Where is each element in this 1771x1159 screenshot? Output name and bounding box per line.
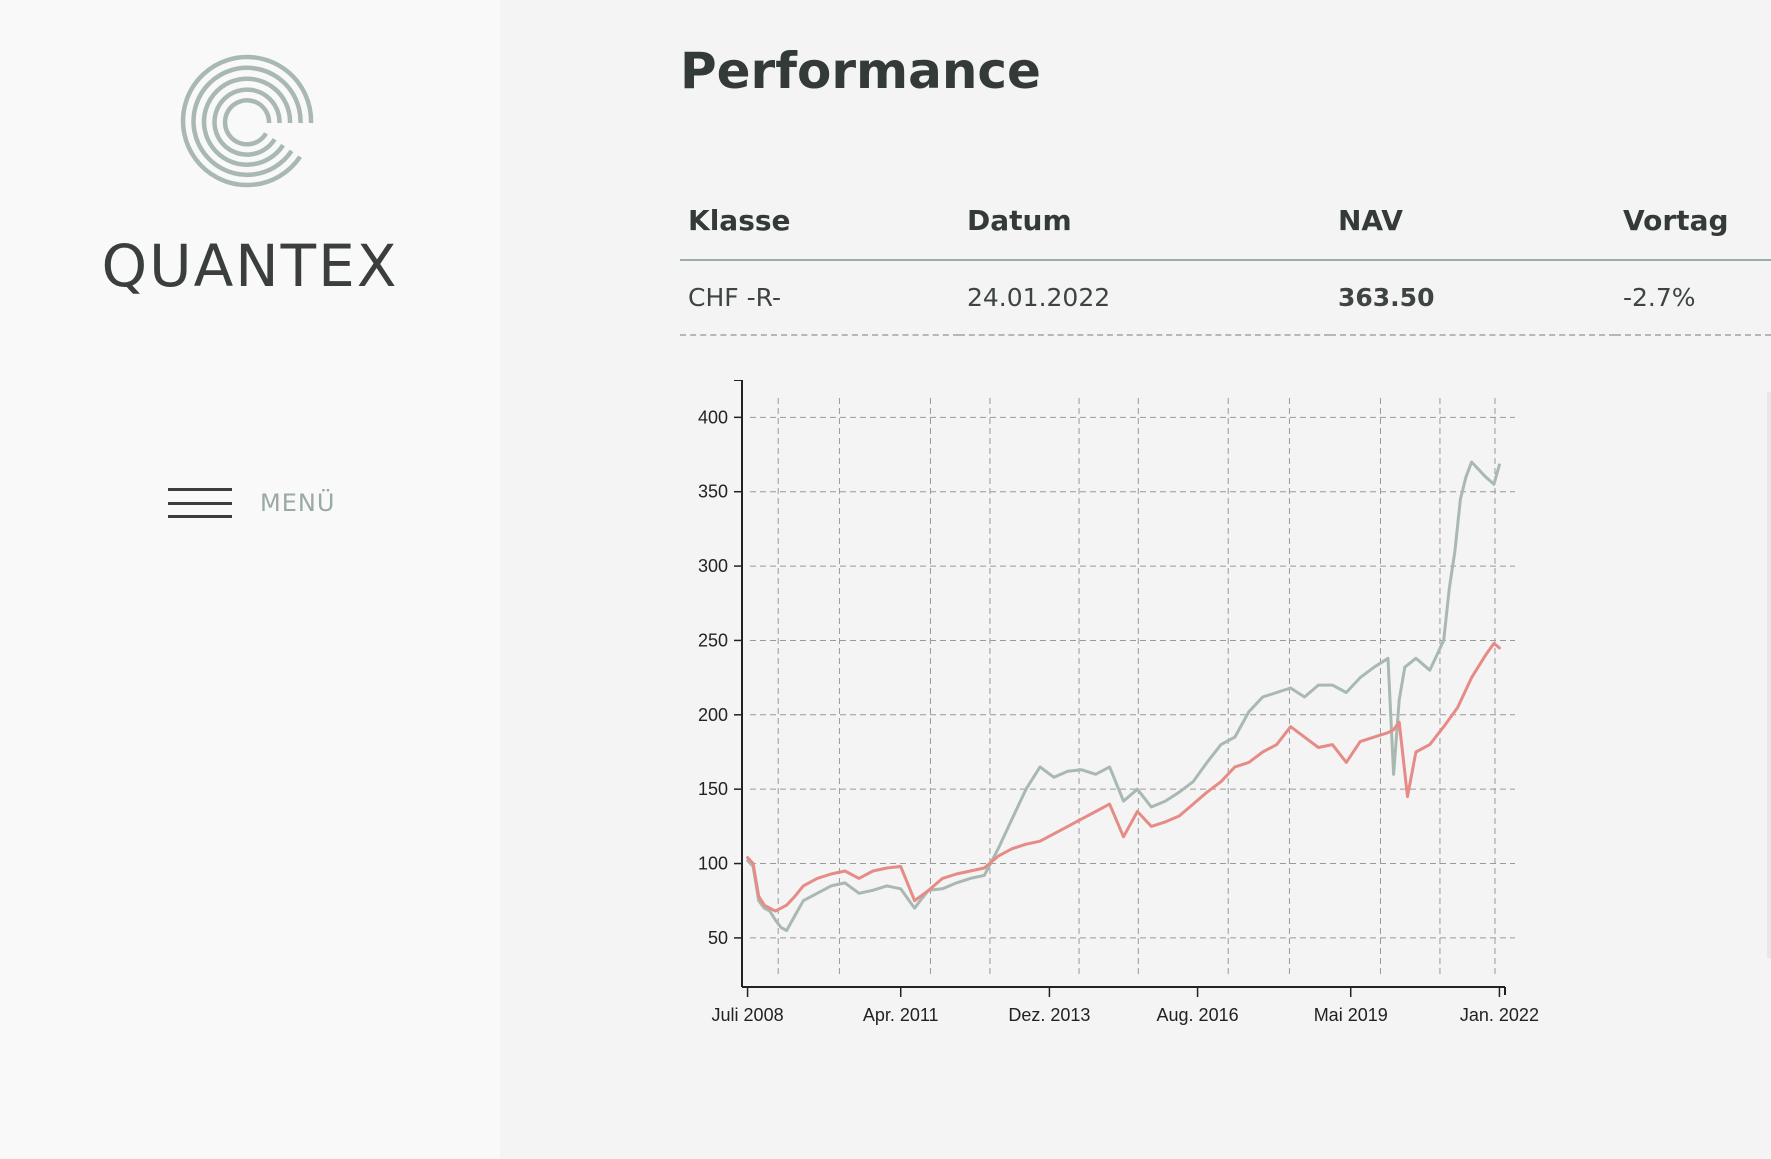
series-line-1 [746, 460, 1501, 932]
cell-nav: 363.50 [1330, 260, 1615, 336]
x-tick-label: Mai 2019 [1314, 1005, 1388, 1025]
performance-table: Klasse Datum NAV Vortag CHF -R- 24.01.20… [680, 190, 1771, 336]
column-header-klasse: Klasse [680, 190, 959, 261]
cell-vortag: -2.7% [1615, 260, 1771, 336]
cell-klasse: CHF -R- [680, 260, 959, 336]
concentric-arcs-logo-icon[interactable] [176, 50, 322, 196]
brand-name[interactable]: QUANTEX [101, 232, 399, 300]
logo-svg [180, 54, 314, 188]
table-row: CHF -R- 24.01.2022 363.50 -2.7% [680, 260, 1771, 336]
cell-datum: 24.01.2022 [959, 260, 1330, 336]
y-tick-label: 400 [698, 407, 728, 427]
x-tick-label: Aug. 2016 [1157, 1005, 1239, 1025]
column-header-vortag: Vortag [1615, 190, 1771, 261]
x-tick-label: Juli 2008 [712, 1005, 784, 1025]
x-tick-label: Jan. 2022 [1460, 1005, 1539, 1025]
series-line-2 [746, 641, 1501, 913]
y-tick-label: 300 [698, 556, 728, 576]
menu-label[interactable]: MENÜ [260, 489, 336, 517]
x-tick-label: Apr. 2011 [863, 1005, 939, 1025]
chart-svg: 50 100 150 200 250 300 350 400 Juli 2008 Apr. 201… [698, 379, 1539, 1025]
x-tick-label: Dez. 2013 [1008, 1005, 1090, 1025]
y-tick-label: 150 [698, 779, 728, 799]
y-tick-label: 350 [698, 482, 728, 502]
y-tick-label: 100 [698, 854, 728, 874]
y-tick-label: 50 [708, 928, 728, 948]
menu-button[interactable]: MENÜ [168, 488, 335, 518]
page-title: Performance [680, 42, 1041, 100]
column-header-datum: Datum [959, 190, 1330, 261]
sidebar: QUANTEX MENÜ [0, 0, 500, 1159]
scrollbar[interactable] [1767, 392, 1771, 958]
y-tick-label: 200 [698, 705, 728, 725]
performance-chart: 50 100 150 200 250 300 350 400 Juli 2008 Apr. 201… [680, 379, 1771, 1040]
hamburger-icon[interactable] [168, 488, 232, 518]
y-tick-label: 250 [698, 630, 728, 650]
main-content: Performance Klasse Datum NAV Vortag CHF … [500, 0, 1771, 1159]
table-header-row: Klasse Datum NAV Vortag [680, 190, 1771, 261]
column-header-nav: NAV [1330, 190, 1615, 261]
